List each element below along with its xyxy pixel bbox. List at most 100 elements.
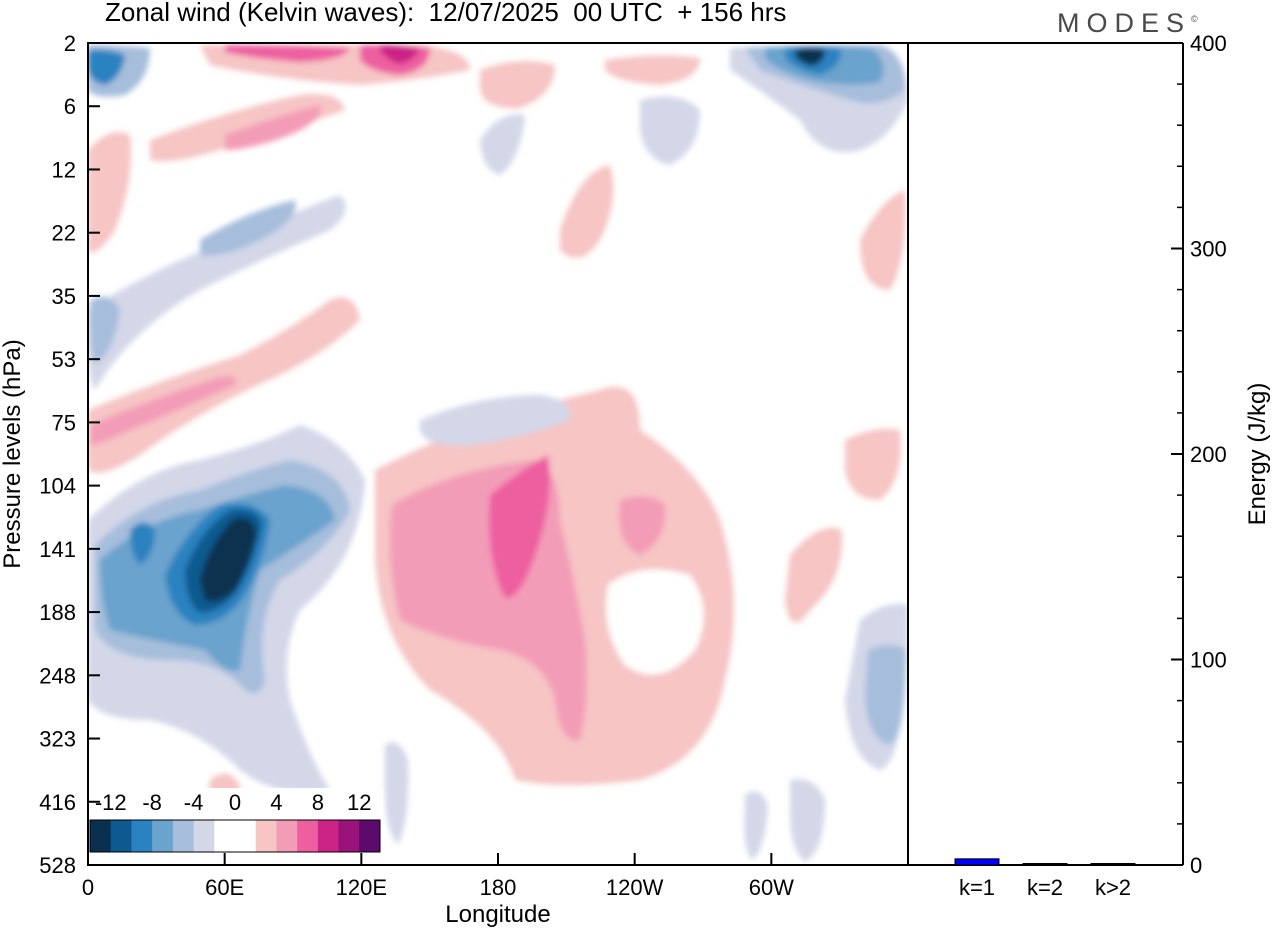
positive-anomaly-region bbox=[845, 428, 901, 500]
x-tick-label: 180 bbox=[480, 875, 517, 900]
heatmap-field bbox=[88, 43, 908, 865]
colorbar-cell bbox=[152, 820, 174, 852]
colorbar-cell bbox=[338, 820, 360, 852]
colorbar-label: -8 bbox=[142, 790, 162, 815]
chart-title: Zonal wind (Kelvin waves): 12/07/2025 00… bbox=[105, 0, 787, 27]
positive-anomaly-region bbox=[606, 569, 704, 675]
y-tick-label: 528 bbox=[39, 853, 76, 878]
negative-anomaly-region bbox=[89, 296, 120, 365]
y-tick-label: 323 bbox=[39, 727, 76, 752]
colorbar-cells bbox=[90, 820, 381, 852]
y-tick-label: 188 bbox=[39, 600, 76, 625]
positive-anomaly-region bbox=[225, 105, 321, 150]
negative-anomaly-region bbox=[795, 48, 825, 66]
y-tick-label: 104 bbox=[39, 474, 76, 499]
y-tick-label: 12 bbox=[52, 157, 76, 182]
negative-anomaly-region bbox=[480, 114, 525, 175]
colorbar-cell bbox=[235, 820, 257, 852]
positive-anomaly-region bbox=[619, 496, 666, 555]
x-tick-label: 120E bbox=[336, 875, 387, 900]
energy-axis-label: Energy (J/kg) bbox=[1244, 383, 1271, 526]
heatmap-plot: -12 -8 -4 0 4 8 12 0 60E 120E 180 120W 60W 2 6 12 22 35 5… bbox=[0, 31, 909, 928]
positive-anomaly-region bbox=[88, 132, 131, 253]
positive-anomaly-region bbox=[785, 527, 843, 623]
logo-text: MODES bbox=[1057, 8, 1192, 38]
negative-anomaly-region bbox=[744, 791, 768, 860]
negative-anomaly-region bbox=[88, 49, 125, 85]
positive-anomaly-region bbox=[480, 61, 555, 109]
y-tick-label: 35 bbox=[52, 284, 76, 309]
positive-anomaly-region bbox=[860, 190, 906, 290]
negative-anomaly-region bbox=[130, 522, 155, 565]
y-tick-label: 22 bbox=[52, 221, 76, 246]
y-tick-label: 416 bbox=[39, 790, 76, 815]
colorbar-cell bbox=[317, 820, 340, 852]
positive-anomaly-region bbox=[605, 55, 700, 85]
negative-anomaly-region bbox=[420, 395, 571, 446]
energy-axis: 0 100 200 300 400 bbox=[1171, 31, 1227, 878]
energy-bar-plot: k=1 k=2 k>2 0 100 200 300 400 Energy (J/kg) bbox=[908, 31, 1271, 900]
modes-logo: MODES© bbox=[1057, 8, 1198, 39]
colorbar-label: -12 bbox=[95, 790, 127, 815]
x-tick-label: 60E bbox=[205, 875, 244, 900]
negative-anomaly-region bbox=[385, 742, 409, 845]
colorbar-cell bbox=[276, 820, 298, 852]
positive-anomaly-region bbox=[560, 165, 614, 258]
y-tick-label: 141 bbox=[39, 537, 76, 562]
energy-bar bbox=[1090, 863, 1136, 866]
colorbar-cell bbox=[90, 820, 112, 852]
x-tick-label: 0 bbox=[82, 875, 94, 900]
energy-tick-label: 400 bbox=[1190, 31, 1227, 56]
positive-anomalies bbox=[88, 45, 906, 830]
colorbar-cell bbox=[359, 820, 381, 852]
x-tick-label: 120W bbox=[606, 875, 664, 900]
logo-mark: © bbox=[1191, 14, 1198, 24]
x-tick-label: 60W bbox=[749, 875, 794, 900]
negative-anomaly-region bbox=[200, 200, 296, 256]
y-tick-label: 6 bbox=[64, 94, 76, 119]
positive-anomaly-region bbox=[225, 45, 350, 62]
y-tick-label: 75 bbox=[52, 410, 76, 435]
colorbar-label: 4 bbox=[270, 790, 282, 815]
heatmap-axes: 0 60E 120E 180 120W 60W 2 6 12 22 35 53 75 104 141 188 2… bbox=[39, 31, 794, 900]
colorbar: -12 -8 -4 0 4 8 12 bbox=[88, 788, 383, 858]
negative-anomaly-region bbox=[88, 195, 346, 390]
y-axis-label: Pressure levels (hPa) bbox=[0, 339, 26, 568]
y-tick-label: 248 bbox=[39, 663, 76, 688]
x-axis-label: Longitude bbox=[445, 901, 550, 928]
negative-anomaly-region bbox=[200, 517, 256, 602]
bar-category-label: k=1 bbox=[959, 875, 995, 900]
colorbar-cell bbox=[172, 820, 195, 852]
energy-tick-label: 100 bbox=[1190, 648, 1227, 673]
energy-tick-label: 200 bbox=[1190, 442, 1227, 467]
colorbar-label: 8 bbox=[312, 790, 324, 815]
colorbar-cell bbox=[110, 820, 132, 852]
energy-bar bbox=[954, 858, 1000, 866]
negative-anomaly-region bbox=[790, 779, 825, 862]
bar-category-label: k>2 bbox=[1095, 875, 1131, 900]
energy-bar bbox=[1022, 863, 1068, 866]
negative-anomaly-region bbox=[640, 96, 700, 165]
colorbar-cell bbox=[131, 820, 153, 852]
colorbar-cell bbox=[255, 820, 277, 852]
colorbar-frame bbox=[89, 819, 381, 853]
negative-anomalies bbox=[88, 45, 908, 862]
colorbar-label: 12 bbox=[347, 790, 371, 815]
positive-anomaly-region bbox=[90, 376, 236, 445]
positive-anomaly-region bbox=[380, 45, 420, 64]
y-tick-label: 2 bbox=[64, 31, 76, 56]
colorbar-label: 0 bbox=[229, 790, 241, 815]
positive-anomaly-region bbox=[489, 455, 550, 599]
energy-tick-label: 0 bbox=[1190, 853, 1202, 878]
energy-tick-label: 300 bbox=[1190, 237, 1227, 262]
colorbar-label: -4 bbox=[184, 790, 204, 815]
colorbar-cell bbox=[214, 820, 236, 852]
colorbar-cell bbox=[193, 820, 215, 852]
colorbar-labels: -12 -8 -4 0 4 8 12 bbox=[95, 790, 372, 815]
negative-anomaly-region bbox=[865, 645, 906, 745]
energy-bars: k=1 k=2 k>2 bbox=[954, 858, 1136, 900]
colorbar-cell bbox=[297, 820, 319, 852]
y-tick-label: 53 bbox=[52, 347, 76, 372]
bar-category-label: k=2 bbox=[1027, 875, 1063, 900]
